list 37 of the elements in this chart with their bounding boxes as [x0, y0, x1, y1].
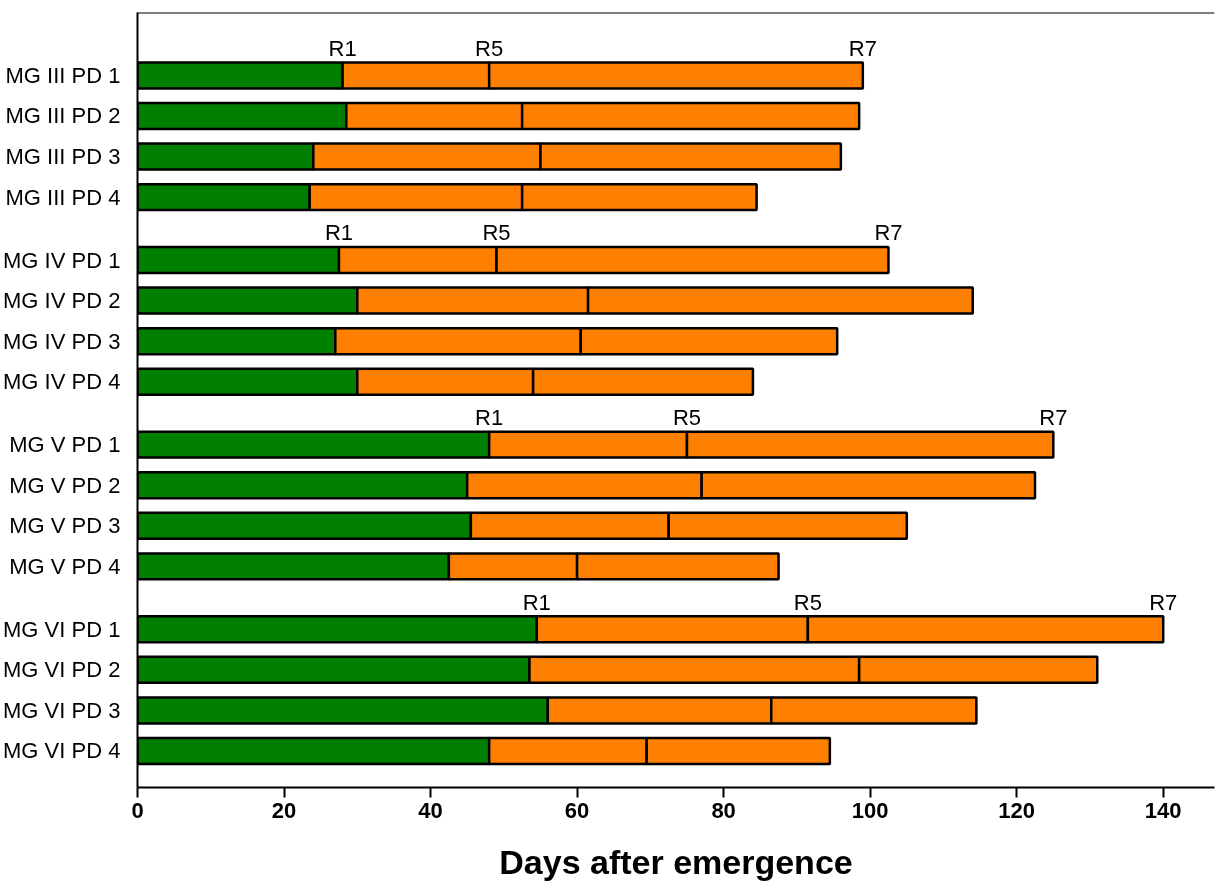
x-tick-label: 60	[564, 797, 590, 823]
y-tick-label: MG IV PD 1	[3, 247, 121, 273]
y-tick-label: MG VI PD 4	[3, 738, 121, 764]
annotation: R7	[1149, 589, 1178, 615]
y-tick-label: MG IV PD 2	[3, 288, 121, 314]
x-tick-label: 140	[1144, 797, 1182, 823]
annotation: R5	[482, 220, 511, 246]
annotation: R7	[1039, 405, 1068, 431]
y-tick-label: MG VI PD 1	[3, 616, 121, 642]
annotation: R1	[475, 405, 504, 431]
x-tick-label: 20	[271, 797, 297, 823]
y-tick-label: MG V PD 2	[9, 472, 121, 498]
annotation: R5	[475, 35, 504, 61]
x-tick-label: 40	[418, 797, 443, 823]
y-tick-label: MG III PD 3	[5, 144, 121, 170]
y-tick-label: MG III PD 4	[5, 184, 121, 210]
y-tick-label: MG V PD 1	[9, 432, 121, 458]
x-tick-label: 80	[711, 797, 736, 823]
y-tick-label: MG VI PD 3	[3, 697, 121, 723]
y-tick-label: MG V PD 3	[9, 513, 121, 539]
y-tick-label: MG V PD 4	[9, 553, 121, 579]
annotation: R1	[328, 35, 357, 61]
y-tick-label: MG VI PD 2	[3, 657, 121, 683]
x-tick-label: 0	[131, 797, 144, 823]
y-tick-label: MG III PD 1	[5, 62, 121, 88]
x-axis-title: Days after emergence	[499, 842, 853, 881]
annotation: R7	[848, 35, 877, 61]
x-tick-label: 100	[851, 797, 889, 823]
y-tick-label: MG IV PD 4	[3, 369, 121, 395]
annotation: R5	[672, 405, 702, 431]
annotation: R7	[874, 220, 903, 246]
annotation: R5	[793, 589, 822, 615]
y-tick-label: MG IV PD 3	[3, 328, 121, 354]
annotation: R1	[324, 220, 354, 246]
y-tick-label: MG III PD 2	[5, 103, 121, 129]
x-tick-label: 120	[998, 797, 1036, 823]
annotation: R1	[522, 589, 551, 615]
